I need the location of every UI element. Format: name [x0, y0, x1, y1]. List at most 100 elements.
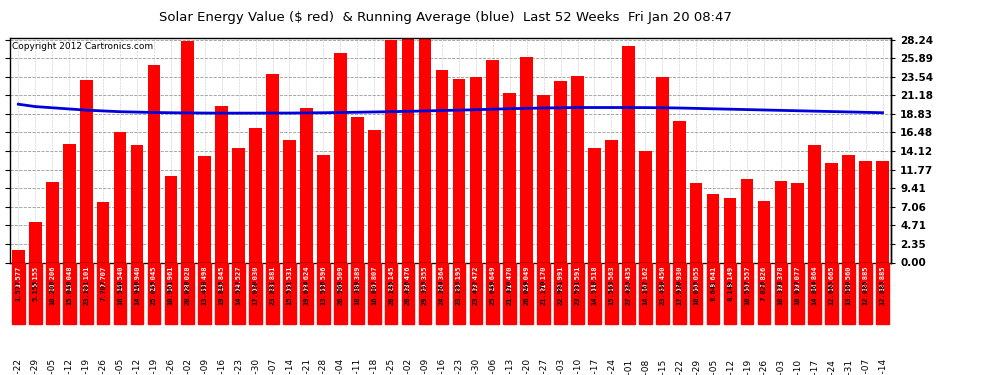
- Text: 12-10: 12-10: [793, 358, 802, 375]
- Text: 10.055: 10.055: [693, 279, 699, 305]
- Text: 09-10: 09-10: [573, 358, 582, 375]
- Text: 06-25: 06-25: [387, 358, 396, 375]
- Bar: [148, 65, 160, 262]
- Text: 11-12: 11-12: [726, 358, 735, 375]
- Bar: [198, 262, 211, 324]
- Text: 16.540: 16.540: [117, 266, 123, 291]
- Text: 09-17: 09-17: [590, 358, 599, 375]
- Text: 7.826: 7.826: [761, 279, 767, 301]
- Bar: [486, 60, 499, 262]
- Bar: [656, 262, 668, 324]
- Text: 12.885: 12.885: [879, 279, 885, 305]
- Text: 29.355: 29.355: [422, 266, 428, 291]
- Bar: [317, 155, 330, 262]
- Bar: [741, 179, 753, 262]
- Text: 07-30: 07-30: [471, 358, 480, 375]
- Text: 25.045: 25.045: [150, 279, 157, 305]
- Bar: [791, 183, 804, 262]
- Text: 01-29: 01-29: [31, 358, 40, 375]
- Bar: [826, 262, 839, 324]
- Text: 14.162: 14.162: [643, 279, 648, 305]
- Text: 25.649: 25.649: [490, 279, 496, 305]
- Text: 26.049: 26.049: [524, 266, 530, 291]
- Bar: [521, 57, 533, 262]
- Text: 23.450: 23.450: [659, 279, 665, 305]
- Text: 06-18: 06-18: [369, 358, 379, 375]
- Text: 26.509: 26.509: [338, 279, 344, 305]
- Text: 13.498: 13.498: [202, 279, 208, 305]
- Bar: [690, 262, 703, 324]
- Bar: [554, 262, 567, 324]
- Text: 11-19: 11-19: [742, 358, 751, 375]
- Bar: [402, 38, 415, 262]
- Bar: [385, 262, 398, 324]
- Text: 28.476: 28.476: [405, 266, 411, 291]
- Text: 23.472: 23.472: [473, 266, 479, 291]
- Bar: [266, 74, 279, 262]
- Text: 24.364: 24.364: [439, 279, 445, 305]
- Bar: [233, 262, 245, 324]
- Text: 8.641: 8.641: [710, 279, 716, 301]
- Bar: [656, 77, 668, 262]
- Text: 12-17: 12-17: [810, 358, 820, 375]
- Text: 02-19: 02-19: [81, 358, 91, 375]
- Text: 21.470: 21.470: [507, 266, 513, 291]
- Bar: [216, 106, 228, 262]
- Bar: [385, 40, 398, 262]
- Text: 23.881: 23.881: [269, 279, 275, 305]
- Text: 24.364: 24.364: [439, 266, 445, 291]
- Bar: [503, 262, 516, 324]
- Text: 07-09: 07-09: [421, 358, 430, 375]
- Text: 13.560: 13.560: [845, 266, 851, 291]
- Text: 16.807: 16.807: [371, 279, 377, 305]
- Text: 26.049: 26.049: [524, 279, 530, 305]
- Text: 05-07: 05-07: [268, 358, 277, 375]
- Text: 01-14: 01-14: [878, 358, 887, 375]
- Bar: [114, 132, 127, 262]
- Text: 13.498: 13.498: [202, 266, 208, 291]
- Bar: [148, 262, 160, 324]
- Text: 14.864: 14.864: [812, 266, 818, 291]
- Text: 26.509: 26.509: [338, 266, 344, 291]
- Bar: [639, 262, 651, 324]
- Text: 12.665: 12.665: [829, 279, 835, 305]
- Bar: [334, 262, 346, 324]
- Text: 12.885: 12.885: [879, 266, 885, 291]
- Bar: [571, 76, 584, 262]
- Text: 15.048: 15.048: [66, 266, 72, 291]
- Text: 03-12: 03-12: [133, 358, 142, 375]
- Bar: [673, 262, 685, 324]
- Text: 5.155: 5.155: [33, 279, 39, 301]
- Bar: [486, 262, 499, 324]
- Bar: [300, 262, 313, 324]
- Bar: [300, 108, 313, 262]
- Text: 15.048: 15.048: [66, 279, 72, 305]
- Bar: [452, 80, 465, 262]
- Text: 13.596: 13.596: [321, 279, 327, 305]
- Text: 03-26: 03-26: [166, 358, 175, 375]
- Bar: [164, 262, 177, 324]
- Bar: [588, 148, 601, 262]
- Bar: [842, 156, 855, 262]
- Bar: [538, 262, 550, 324]
- Bar: [690, 183, 703, 262]
- Bar: [876, 161, 889, 262]
- Text: 27.435: 27.435: [626, 266, 632, 291]
- Text: 08-13: 08-13: [505, 358, 514, 375]
- Text: 21.170: 21.170: [541, 279, 546, 305]
- Text: 10-08: 10-08: [641, 358, 649, 375]
- Text: 01-22: 01-22: [14, 358, 23, 375]
- Bar: [791, 262, 804, 324]
- Text: 17.030: 17.030: [252, 279, 258, 305]
- Bar: [131, 144, 144, 262]
- Text: 12.885: 12.885: [862, 266, 868, 291]
- Text: 10.206: 10.206: [50, 266, 55, 291]
- Text: 10-01: 10-01: [624, 358, 633, 375]
- Bar: [249, 262, 262, 324]
- Text: 19.845: 19.845: [219, 279, 225, 305]
- Bar: [46, 262, 58, 324]
- Text: 12-31: 12-31: [844, 358, 853, 375]
- Text: 15.563: 15.563: [609, 279, 615, 305]
- Text: 1.577: 1.577: [16, 279, 22, 301]
- Bar: [419, 31, 432, 262]
